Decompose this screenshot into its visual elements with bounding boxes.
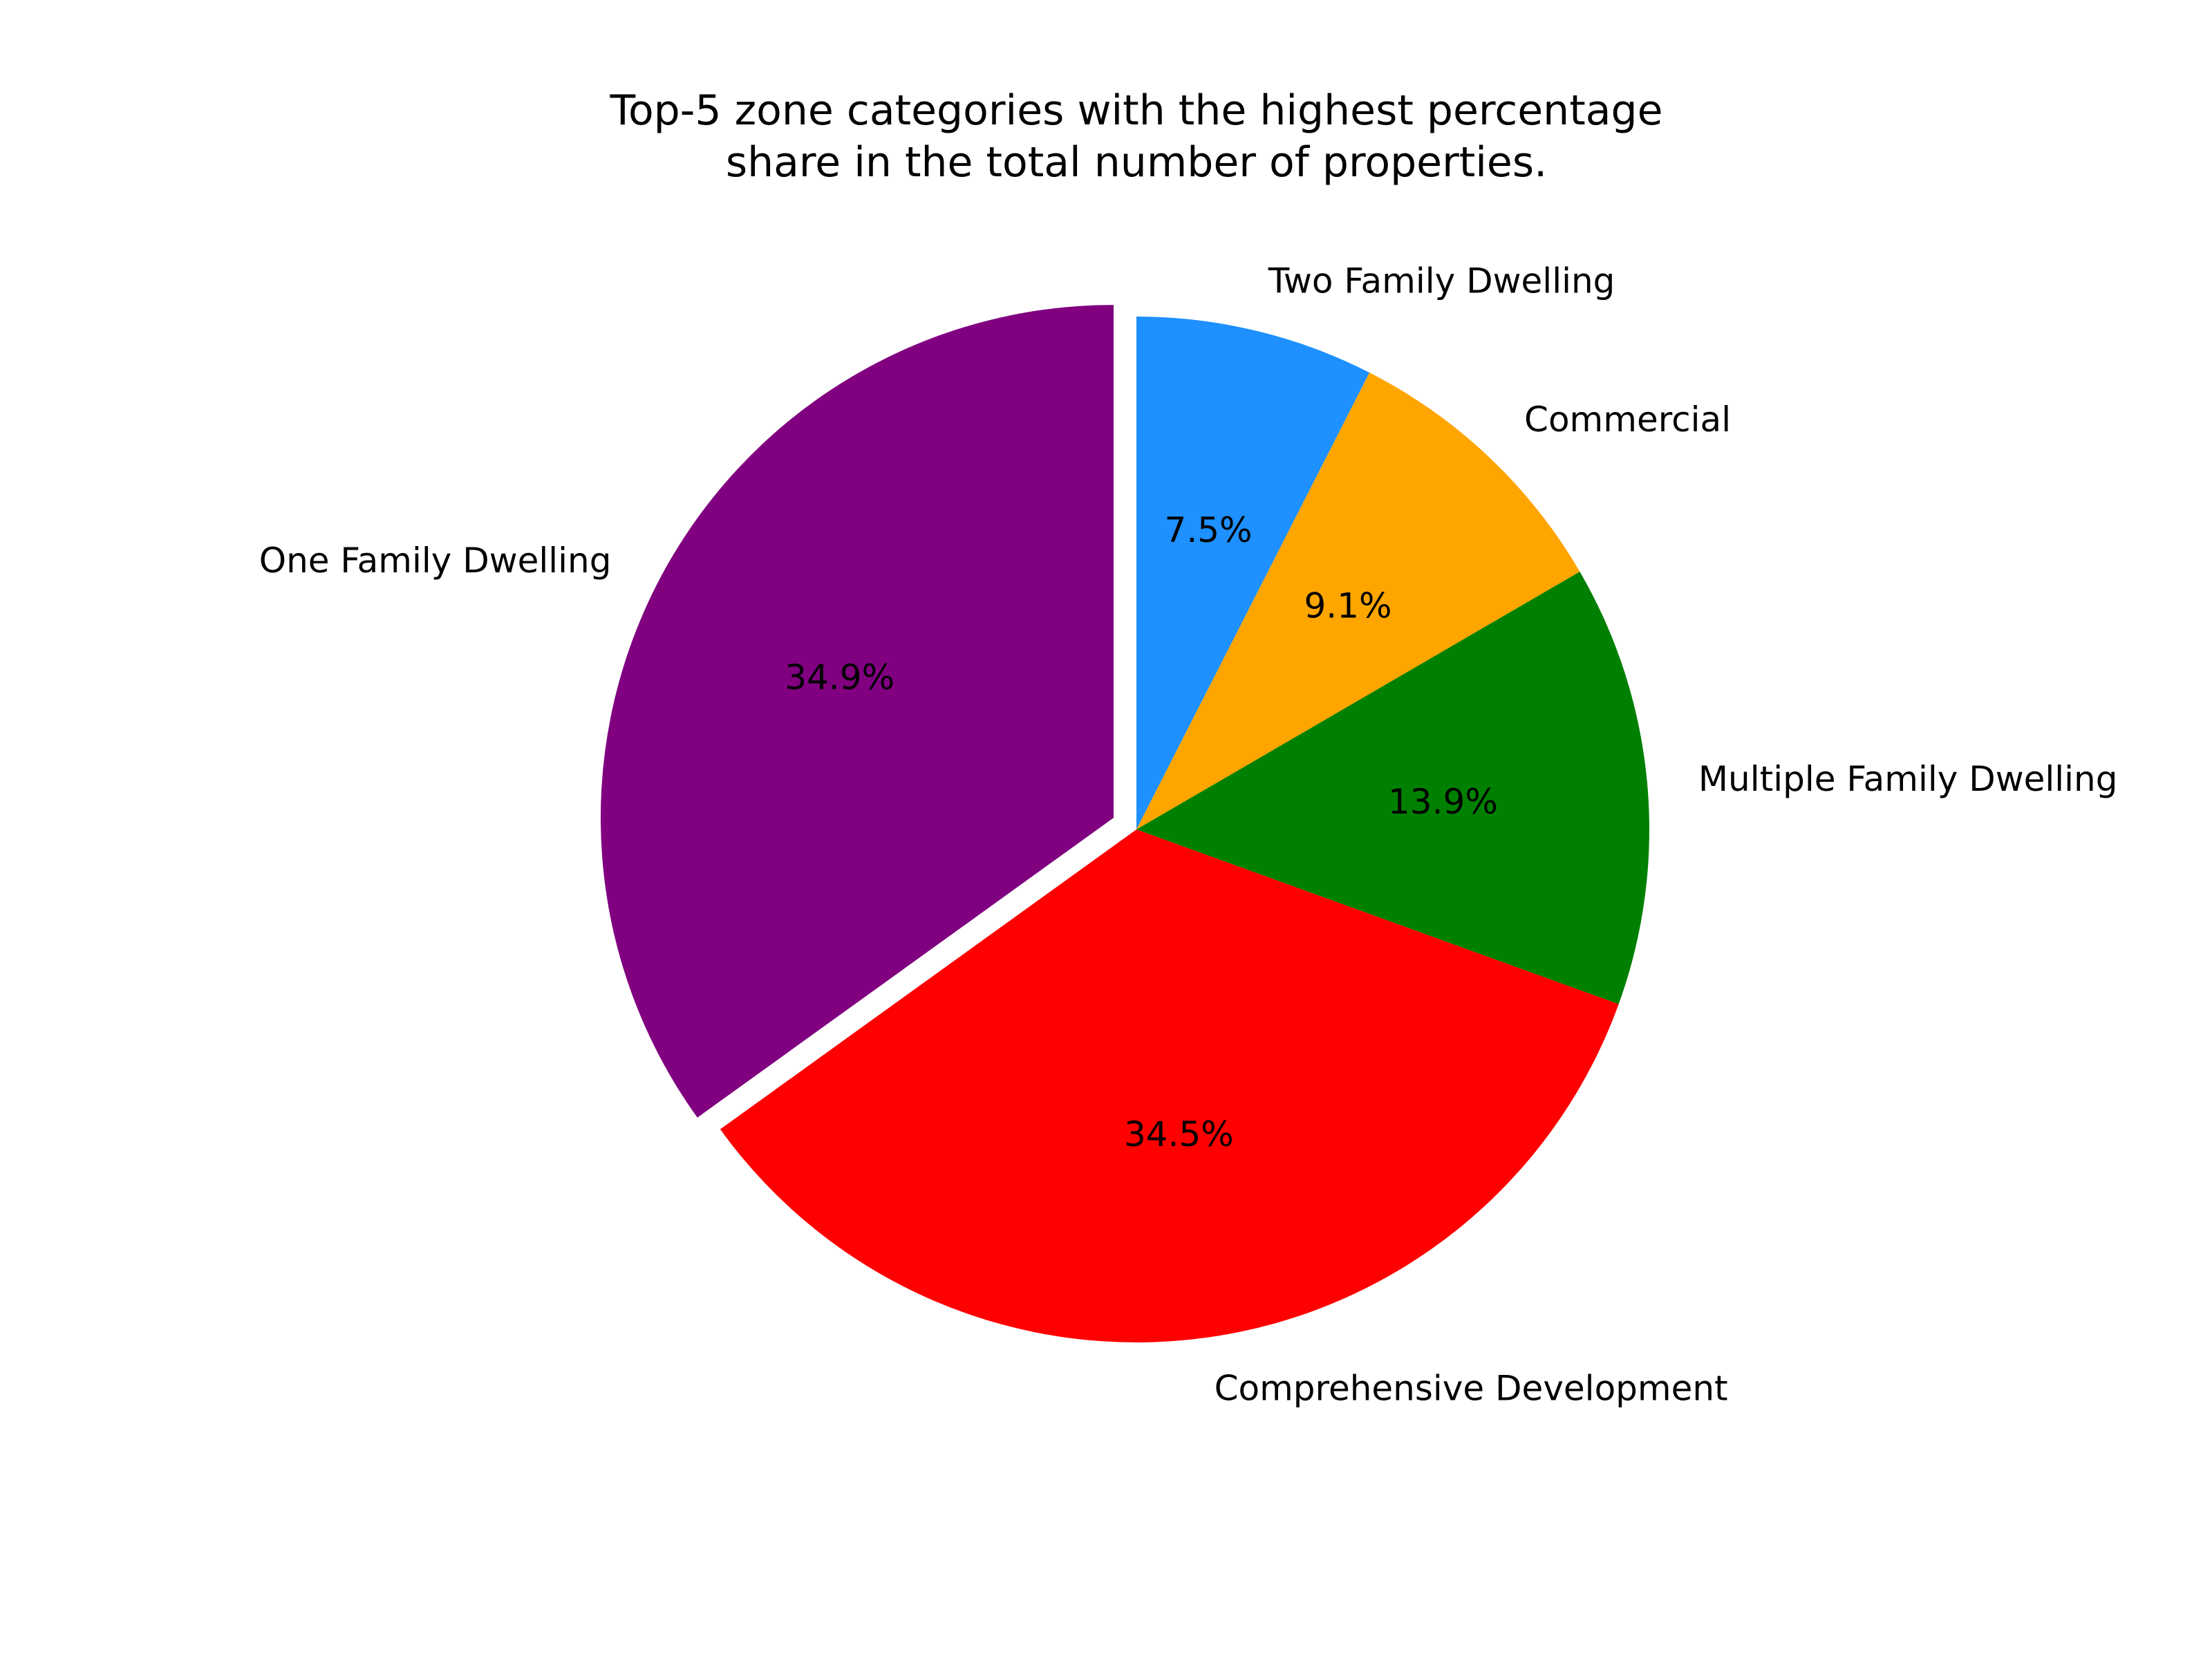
pie-slice-commercial bbox=[1136, 373, 1580, 830]
chart-title-line-2: share in the total number of properties. bbox=[726, 138, 1547, 187]
chart-title-line-1: Top-5 zone categories with the highest p… bbox=[610, 86, 1663, 135]
slice-percent-commercial: 9.1% bbox=[1304, 586, 1392, 626]
slice-label-one-family-dwelling: One Family Dwelling bbox=[259, 541, 612, 581]
slice-label-commercial: Commercial bbox=[1524, 400, 1731, 440]
pie-slice-one-family-dwelling bbox=[600, 305, 1114, 1118]
pie-labels: Two Family Dwelling 7.5% Commercial 9.1% Mul… bbox=[259, 261, 2118, 1408]
slice-percent-comprehensive-development: 34.5% bbox=[1124, 1114, 1234, 1154]
pie-slice-multiple-family-dwelling bbox=[1136, 571, 1649, 1004]
slice-label-comprehensive-development: Comprehensive Development bbox=[1215, 1368, 1728, 1408]
slice-percent-two-family-dwelling: 7.5% bbox=[1165, 510, 1253, 550]
slice-label-two-family-dwelling: Two Family Dwelling bbox=[1268, 261, 1615, 301]
slice-percent-multiple-family-dwelling: 13.9% bbox=[1388, 782, 1498, 822]
pie-slice-comprehensive-development bbox=[720, 830, 1619, 1342]
slice-percent-one-family-dwelling: 34.9% bbox=[785, 657, 894, 697]
pie-slices bbox=[600, 305, 1649, 1342]
pie-slice-two-family-dwelling bbox=[1136, 317, 1370, 830]
slice-label-multiple-family-dwelling: Multiple Family Dwelling bbox=[1698, 759, 2118, 799]
